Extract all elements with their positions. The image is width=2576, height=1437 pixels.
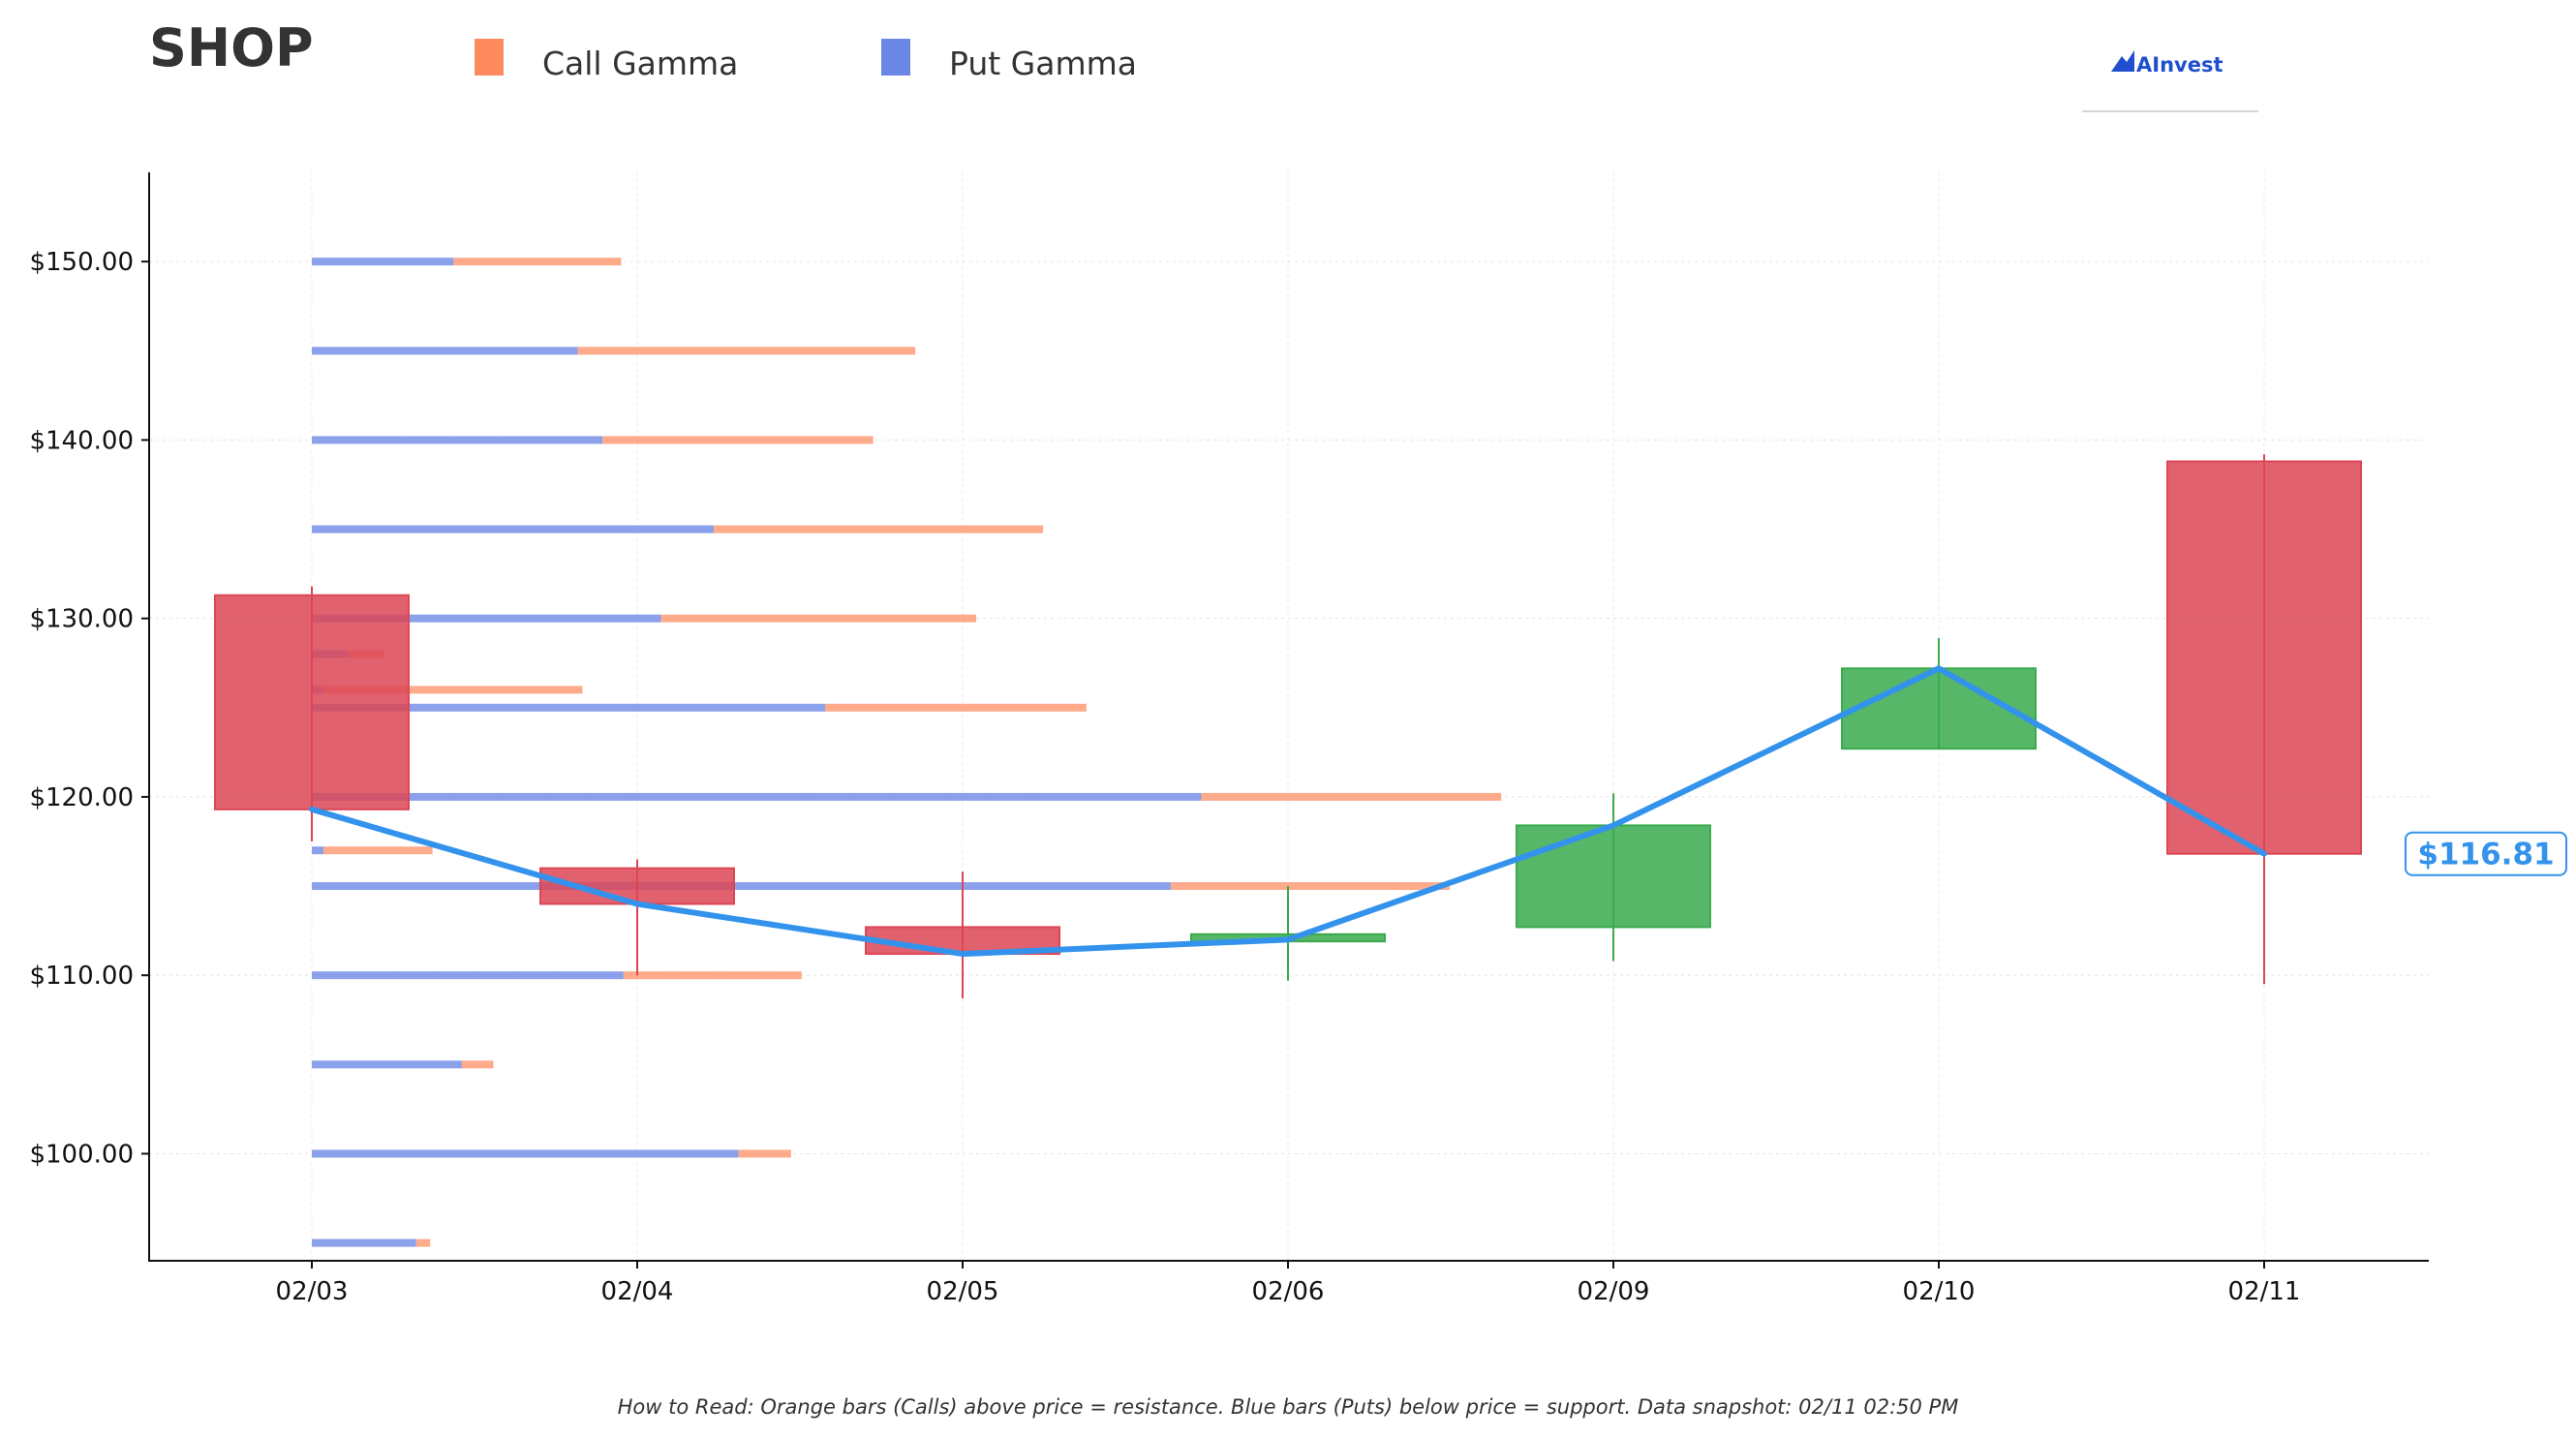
put-gamma-bar: [312, 347, 578, 355]
candles: [214, 454, 2362, 999]
x-ticks: 02/03 02/04 02/05 02/06 02/09 02/10 02/11: [276, 1261, 2301, 1306]
call-gamma-bar: [824, 703, 1087, 712]
legend-call-label: Call Gamma: [542, 45, 738, 82]
x-tick-label: 02/09: [1578, 1277, 1650, 1306]
candle-body: [1516, 824, 1711, 929]
candle-body: [1841, 667, 2037, 750]
put-gamma-bar: [312, 882, 1171, 891]
call-gamma-bar: [461, 1060, 494, 1069]
call-gamma-bar: [660, 614, 977, 623]
put-gamma-bar: [312, 792, 1202, 801]
candle-body: [214, 594, 410, 810]
grid: [149, 172, 2429, 1261]
x-tick-label: 02/11: [2228, 1277, 2301, 1306]
x-tick-label: 02/04: [601, 1277, 674, 1306]
put-gamma-bar: [312, 614, 661, 623]
call-gamma-bar: [738, 1149, 791, 1158]
how-to-read-footnote: How to Read: Orange bars (Calls) above p…: [618, 1395, 1959, 1419]
call-gamma-bar: [577, 347, 916, 355]
x-tick-label: 02/10: [1903, 1277, 1976, 1306]
call-gamma-bar: [415, 1238, 431, 1247]
ticker-title: SHOP: [149, 17, 314, 78]
y-tick-label: $110.00: [29, 962, 134, 991]
call-gamma-bar: [1170, 882, 1450, 891]
put-gamma-bar: [312, 525, 715, 534]
x-tick-label: 02/06: [1252, 1277, 1325, 1306]
call-gamma-bar: [1201, 792, 1502, 801]
put-gamma-bar: [312, 971, 624, 980]
ainvest-logo-icon: [2111, 50, 2134, 72]
x-tick-label: 02/05: [927, 1277, 999, 1306]
ainvest-logo-text: AInvest: [2136, 53, 2223, 76]
call-gamma-bar: [623, 971, 802, 980]
legend-put-swatch: [881, 39, 910, 76]
call-gamma-bar: [453, 258, 622, 266]
last-price-badge: $116.81: [2405, 831, 2567, 876]
close-price-line: [309, 665, 2267, 958]
y-tick-label: $120.00: [29, 783, 134, 812]
put-gamma-bar: [312, 846, 324, 855]
ainvest-logo: AInvest: [2111, 50, 2223, 76]
call-gamma-bar: [602, 436, 874, 444]
call-gamma-bar: [323, 846, 433, 855]
put-gamma-bar: [312, 258, 454, 266]
y-tick-label: $150.00: [29, 248, 134, 277]
candle-body: [2166, 460, 2362, 855]
y-tick-label: $130.00: [29, 605, 134, 634]
put-gamma-bar: [312, 436, 603, 444]
x-tick-label: 02/03: [276, 1277, 349, 1306]
y-tick-label: $140.00: [29, 426, 134, 455]
last-price-label: $116.81: [2417, 838, 2554, 872]
put-gamma-bar: [312, 1149, 739, 1158]
last-price-box: [2405, 831, 2567, 876]
gamma-bars: [312, 258, 1502, 1247]
put-gamma-bar: [312, 1238, 416, 1247]
y-ticks: $100.00 $110.00 $120.00 $130.00 $140.00 $150.…: [29, 248, 149, 1169]
put-gamma-bar: [312, 1060, 462, 1069]
call-gamma-bar: [714, 525, 1044, 534]
y-tick-label: $100.00: [29, 1140, 134, 1169]
put-gamma-bar: [312, 703, 825, 712]
legend-call-swatch: [475, 39, 504, 76]
legend-put-label: Put Gamma: [949, 45, 1137, 82]
close-line-group: [309, 665, 2267, 958]
call-gamma-bar: [323, 686, 583, 694]
